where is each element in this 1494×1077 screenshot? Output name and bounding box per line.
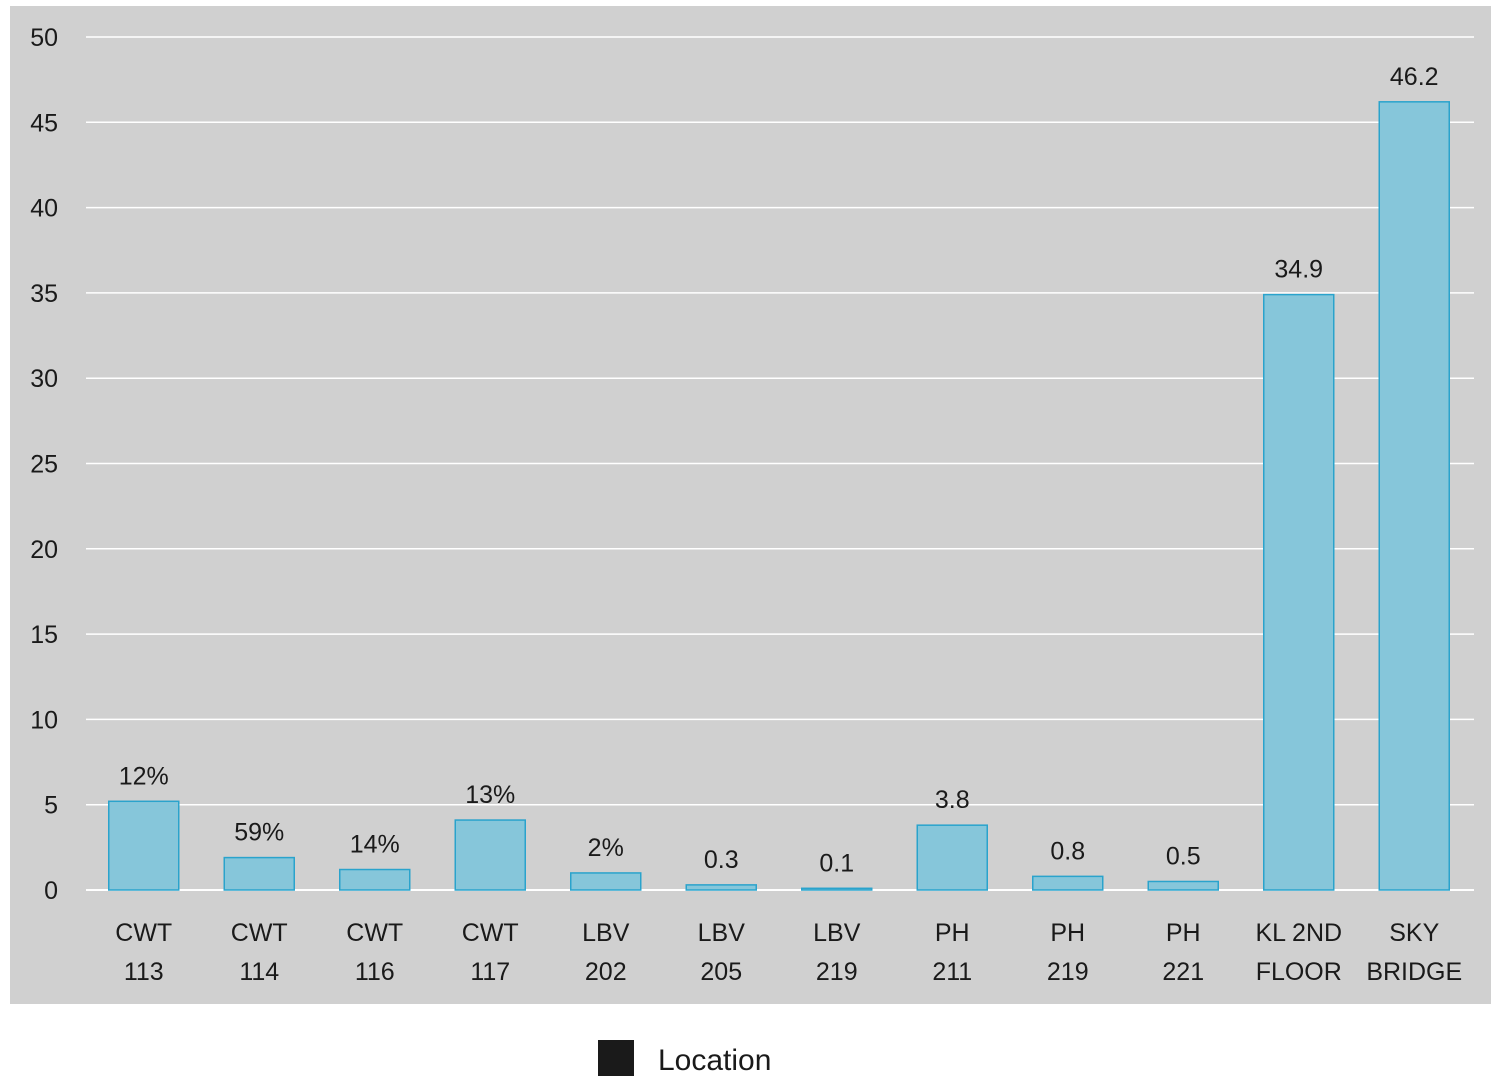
x-tick-label: PH	[935, 919, 970, 947]
y-tick-label: 5	[44, 792, 58, 820]
x-tick-label: 205	[700, 958, 742, 986]
data-label: 0.8	[1050, 837, 1085, 865]
data-label: 2%	[588, 834, 624, 862]
data-label: 12%	[119, 762, 169, 790]
y-tick-label: 30	[30, 365, 58, 393]
bar	[108, 800, 180, 891]
x-tick-label: 211	[932, 958, 972, 986]
x-tick-label: PH	[1050, 919, 1085, 947]
x-tick-label: 221	[1162, 958, 1204, 986]
x-axis-categories: CWT 113 CWT 114 CWT 116 CWT 117 LBV 202 LBV 205 LBV 2…	[115, 919, 1462, 986]
x-tick-label: LBV	[813, 919, 861, 947]
x-tick-label: BRIDGE	[1366, 958, 1462, 986]
x-tick-label: 219	[816, 958, 858, 986]
x-tick-label: FLOOR	[1256, 958, 1342, 986]
bar	[223, 856, 295, 891]
x-tick-label: LBV	[698, 919, 746, 947]
data-label: 59%	[234, 819, 284, 847]
x-tick-label: LBV	[582, 919, 630, 947]
gridlines	[86, 36, 1474, 891]
y-tick-label: 50	[30, 24, 58, 52]
bar	[1378, 101, 1450, 891]
y-tick-label: 25	[30, 451, 58, 479]
x-tick-label: 116	[355, 958, 395, 986]
bar	[1032, 875, 1104, 891]
x-tick-label: 113	[124, 958, 164, 986]
y-tick-label: 20	[30, 536, 58, 564]
x-tick-label: KL 2ND	[1255, 919, 1342, 947]
y-tick-label: 0	[44, 877, 58, 905]
bar	[339, 868, 411, 891]
legend-label: Location	[658, 1044, 771, 1077]
y-tick-label: 35	[30, 280, 58, 308]
plot-background	[10, 6, 1491, 1004]
x-tick-label: 114	[239, 958, 279, 986]
x-tick-label: CWT	[346, 919, 403, 947]
bar	[454, 819, 526, 891]
bar	[570, 872, 642, 891]
data-label: 0.1	[819, 849, 854, 877]
x-tick-label: 117	[470, 958, 510, 986]
bar	[916, 824, 988, 891]
bar	[801, 887, 873, 891]
bar	[685, 884, 757, 891]
y-tick-label: 15	[30, 621, 58, 649]
data-label: 46.2	[1390, 63, 1439, 91]
data-label: 3.8	[935, 786, 970, 814]
y-tick-label: 40	[30, 195, 58, 223]
x-tick-label: CWT	[115, 919, 172, 947]
x-tick-label: 202	[585, 958, 627, 986]
y-tick-label: 10	[30, 706, 58, 734]
x-tick-label: CWT	[231, 919, 288, 947]
y-axis-ticks: 0 5 10 15 20 25 30 35 40 45 50	[30, 24, 58, 905]
bar	[1147, 880, 1219, 891]
data-label: 0.3	[704, 846, 739, 874]
x-tick-label: PH	[1166, 919, 1201, 947]
data-label: 0.5	[1166, 842, 1201, 870]
bars	[108, 101, 1450, 891]
x-tick-label: CWT	[462, 919, 519, 947]
bar	[1263, 293, 1335, 891]
data-labels: 12% 59% 14% 13% 2% 0.3 0.1 3.8 0.8 0.5 34.9 46.2	[119, 63, 1439, 877]
data-label: 13%	[465, 781, 515, 809]
data-label: 14%	[350, 831, 400, 859]
x-tick-label: SKY	[1389, 919, 1439, 947]
y-tick-label: 45	[30, 109, 58, 137]
legend-swatch	[598, 1040, 634, 1076]
data-label: 34.9	[1274, 256, 1323, 284]
x-tick-label: 219	[1047, 958, 1089, 986]
legend: Location	[598, 1040, 771, 1077]
